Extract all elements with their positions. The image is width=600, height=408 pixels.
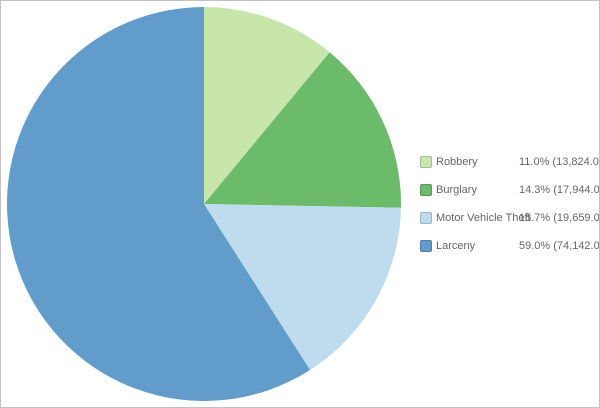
legend-value: 15.7% (19,659.0) bbox=[519, 212, 600, 224]
legend-label: Burglary bbox=[436, 184, 477, 196]
legend-value: 59.0% (74,142.0) bbox=[519, 240, 600, 252]
legend-item: Motor Vehicle Theft 15.7% (19,659.0) bbox=[420, 204, 600, 232]
legend: Robbery 11.0% (13,824.0) Burglary 14.3% … bbox=[420, 148, 600, 260]
legend-item: Burglary 14.3% (17,944.0) bbox=[420, 176, 600, 204]
pie-slice-burglary[interactable] bbox=[204, 52, 402, 208]
legend-item: Robbery 11.0% (13,824.0) bbox=[420, 148, 600, 176]
legend-item: Larceny 59.0% (74,142.0) bbox=[420, 232, 600, 260]
legend-swatch-robbery bbox=[420, 156, 432, 168]
legend-label: Larceny bbox=[436, 240, 476, 252]
pie-slice-larceny[interactable] bbox=[6, 7, 311, 402]
legend-swatch-larceny bbox=[420, 240, 432, 252]
legend-value: 11.0% (13,824.0) bbox=[519, 156, 600, 168]
pie-slice-robbery[interactable] bbox=[204, 7, 330, 204]
pie-slice-motor-vehicle-theft[interactable] bbox=[204, 204, 401, 371]
legend-label: Robbery bbox=[436, 156, 478, 168]
legend-swatch-motor-vehicle-theft bbox=[420, 212, 432, 224]
legend-swatch-burglary bbox=[420, 184, 432, 196]
legend-value: 14.3% (17,944.0) bbox=[519, 184, 600, 196]
legend-label: Motor Vehicle Theft bbox=[436, 212, 531, 224]
